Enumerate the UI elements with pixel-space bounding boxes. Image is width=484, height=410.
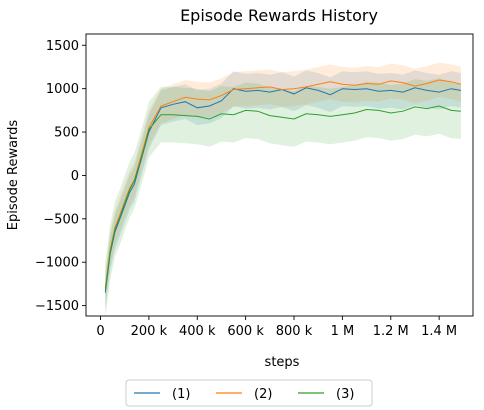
legend-label-2: (2) xyxy=(254,387,272,402)
y-tick-label: −500 xyxy=(43,212,79,227)
series-line-3 xyxy=(104,105,461,291)
x-axis-title: steps xyxy=(265,355,300,370)
y-tick-label: 0 xyxy=(71,169,79,184)
x-tick-label: 1.2 M xyxy=(373,324,409,339)
confidence-bands xyxy=(105,62,461,318)
x-tick-label: 0 xyxy=(96,324,104,339)
legend-frame xyxy=(125,379,373,407)
x-tick-label: 1.4 M xyxy=(421,324,457,339)
y-tick-label: −1000 xyxy=(35,256,79,271)
x-axis-ticks: 0 200 k 400 k 600 k 800 k 1 M 1.2 M 1.4 M xyxy=(96,316,457,339)
y-axis-title: Episode Rewards xyxy=(6,120,21,231)
y-tick-label: 500 xyxy=(54,126,79,141)
legend-label-1: (1) xyxy=(172,387,190,402)
y-tick-label: 1000 xyxy=(46,82,79,97)
y-tick-label: 1500 xyxy=(46,39,79,54)
x-tick-label: 400 k xyxy=(179,324,216,339)
x-tick-label: 800 k xyxy=(276,324,313,339)
x-tick-label: 200 k xyxy=(131,324,168,339)
series-band-2 xyxy=(105,62,461,306)
series-line-1 xyxy=(104,87,461,293)
x-tick-label: 1 M xyxy=(331,324,355,339)
y-axis-ticks: −1500 −1000 −500 0 500 1000 1500 xyxy=(35,39,86,314)
chart-title: Episode Rewards History xyxy=(180,6,378,25)
legend: (1) (2) (3) xyxy=(125,379,373,407)
y-tick-label: −1500 xyxy=(35,299,79,314)
legend-label-3: (3) xyxy=(336,387,354,402)
series-band-1 xyxy=(105,70,461,310)
series-lines xyxy=(104,79,462,293)
series-band-3 xyxy=(105,78,461,318)
x-tick-label: 600 k xyxy=(227,324,264,339)
